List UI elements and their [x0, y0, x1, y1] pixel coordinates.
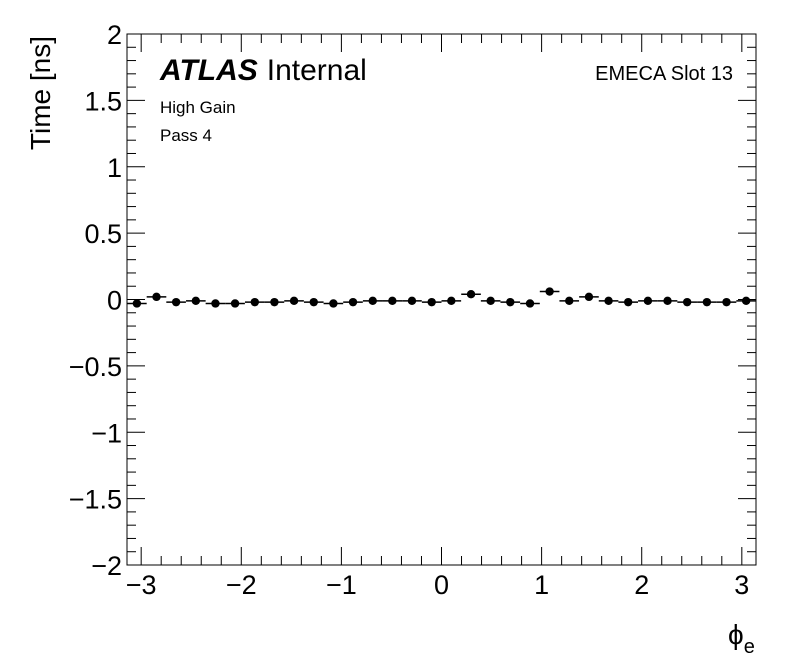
- data-point: [618, 297, 639, 307]
- minor-ticks: [127, 34, 756, 565]
- y-axis-title: Time [ns]: [25, 36, 56, 150]
- data-point: [736, 296, 756, 306]
- x-tick-label: 0: [434, 570, 449, 600]
- data-point: [480, 296, 501, 306]
- data-point: [598, 296, 619, 306]
- data-point-marker: [584, 292, 594, 302]
- x-axis-subscript: e: [744, 636, 755, 658]
- x-tick-label: 1: [534, 570, 549, 600]
- y-tick-label: 1: [107, 153, 122, 183]
- data-point: [284, 296, 304, 306]
- data-points: [127, 287, 756, 308]
- data-point: [421, 297, 442, 307]
- data-point: [127, 299, 147, 308]
- data-point-marker: [388, 296, 397, 306]
- data-point: [343, 297, 363, 307]
- data-point-marker: [565, 296, 574, 306]
- data-point: [638, 296, 658, 306]
- atlas-experiment: ATLAS: [159, 54, 258, 87]
- x-tick-label: 2: [634, 570, 649, 600]
- y-tick-label: 1.5: [84, 86, 122, 116]
- data-point: [697, 297, 717, 307]
- data-point-marker: [447, 296, 456, 306]
- data-point-marker: [427, 297, 436, 307]
- data-point: [225, 299, 245, 308]
- data-point-marker: [466, 289, 476, 299]
- data-point-marker: [604, 296, 613, 306]
- data-point-marker: [132, 299, 142, 308]
- x-tick-label: −2: [226, 570, 257, 600]
- data-point-marker: [191, 296, 201, 306]
- data-point: [500, 297, 521, 307]
- data-point: [303, 297, 324, 307]
- data-point-marker: [329, 299, 338, 308]
- data-point: [441, 296, 462, 306]
- data-point: [579, 292, 599, 302]
- data-point-marker: [702, 297, 712, 307]
- data-point-marker: [643, 296, 653, 306]
- data-point: [559, 296, 580, 306]
- x-tick-label: 3: [734, 570, 749, 600]
- y-tick-label: −0.5: [69, 352, 122, 382]
- y-tick-labels: −2 −1.5 −1 −0.5 0 0.5 1 1.5 2: [69, 20, 122, 581]
- data-point-marker: [624, 297, 633, 307]
- data-point-marker: [407, 296, 417, 306]
- data-point-marker: [663, 296, 672, 306]
- atlas-status: Internal: [267, 54, 367, 87]
- y-tick-label: 0.5: [84, 219, 122, 249]
- data-point: [461, 289, 481, 299]
- y-tick-label: −2: [91, 551, 122, 581]
- data-point: [264, 297, 285, 307]
- data-point: [146, 292, 167, 302]
- data-point-marker: [545, 287, 554, 296]
- data-point-marker: [289, 296, 299, 306]
- data-point: [362, 296, 383, 306]
- y-tick-label: −1.5: [69, 485, 122, 515]
- data-point-marker: [152, 292, 161, 302]
- x-tick-labels: −3 −2 −1 0 1 2 3: [126, 570, 750, 600]
- atlas-label: ATLAS Internal: [159, 54, 367, 87]
- data-point-marker: [368, 296, 377, 306]
- data-point-marker: [682, 297, 692, 307]
- data-point-marker: [741, 296, 751, 306]
- major-ticks: [127, 33, 756, 566]
- data-point: [657, 296, 678, 306]
- data-point-marker: [722, 297, 731, 307]
- y-tick-label: −1: [91, 418, 122, 448]
- x-tick-label: −3: [126, 570, 157, 600]
- x-axis-symbol: ϕ: [728, 619, 744, 650]
- data-point: [244, 297, 265, 307]
- data-point-marker: [270, 297, 279, 307]
- slot-label: EMECA Slot 13: [595, 63, 733, 85]
- y-tick-label: 2: [107, 20, 122, 50]
- data-point: [520, 299, 540, 308]
- data-point: [186, 296, 206, 306]
- data-point: [382, 296, 403, 306]
- data-point-marker: [506, 297, 515, 307]
- x-axis-title: ϕe: [728, 619, 755, 658]
- data-point-marker: [348, 297, 358, 307]
- gain-label: High Gain: [160, 98, 236, 117]
- data-point: [677, 297, 697, 307]
- data-point-marker: [171, 297, 181, 307]
- data-point-marker: [486, 296, 495, 306]
- data-point-marker: [211, 299, 220, 308]
- data-point: [716, 297, 737, 307]
- y-tick-label: 0: [107, 286, 122, 316]
- data-point: [539, 287, 560, 296]
- data-point: [402, 296, 422, 306]
- data-point: [166, 297, 186, 307]
- pass-label: Pass 4: [160, 126, 212, 145]
- data-point: [323, 299, 344, 308]
- x-tick-label: −1: [326, 570, 357, 600]
- data-point: [205, 299, 226, 308]
- data-point-marker: [525, 299, 535, 308]
- data-point-marker: [250, 297, 259, 307]
- data-point-marker: [309, 297, 318, 307]
- data-point-marker: [230, 299, 240, 308]
